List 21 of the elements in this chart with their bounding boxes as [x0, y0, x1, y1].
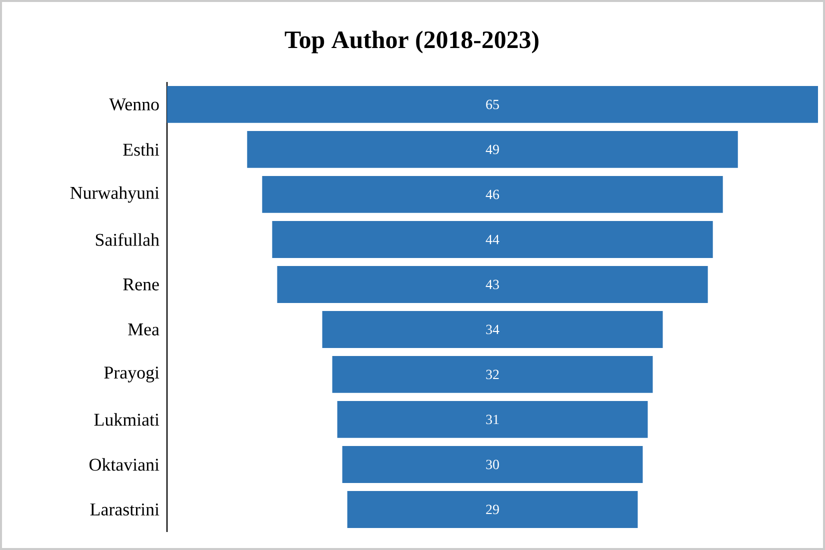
category-label: Larastrini [90, 503, 160, 516]
category-label: Saifullah [96, 233, 160, 246]
data-label: 43 [486, 280, 499, 290]
data-label: 44 [486, 234, 500, 244]
data-label: 30 [486, 460, 499, 470]
data-label: 65 [486, 100, 499, 110]
category-label: Wenno [109, 98, 159, 110]
category-label: Nurwahyuni [70, 186, 160, 203]
category-label: Oktaviani [90, 458, 160, 471]
category-label: Esthi [123, 143, 160, 156]
data-label: 29 [486, 504, 499, 514]
category-label: Prayogi [104, 366, 160, 382]
data-label: 34 [486, 324, 500, 334]
category-label: Mea [128, 324, 160, 336]
text: Top Author (2018-2023) [284, 30, 538, 54]
data-label: 31 [486, 414, 499, 424]
category-label: Rene [123, 278, 159, 290]
category-label: Lukmiati [94, 413, 160, 426]
data-label: 49 [486, 144, 499, 154]
data-label: 46 [486, 190, 500, 200]
data-label: 32 [486, 370, 499, 380]
